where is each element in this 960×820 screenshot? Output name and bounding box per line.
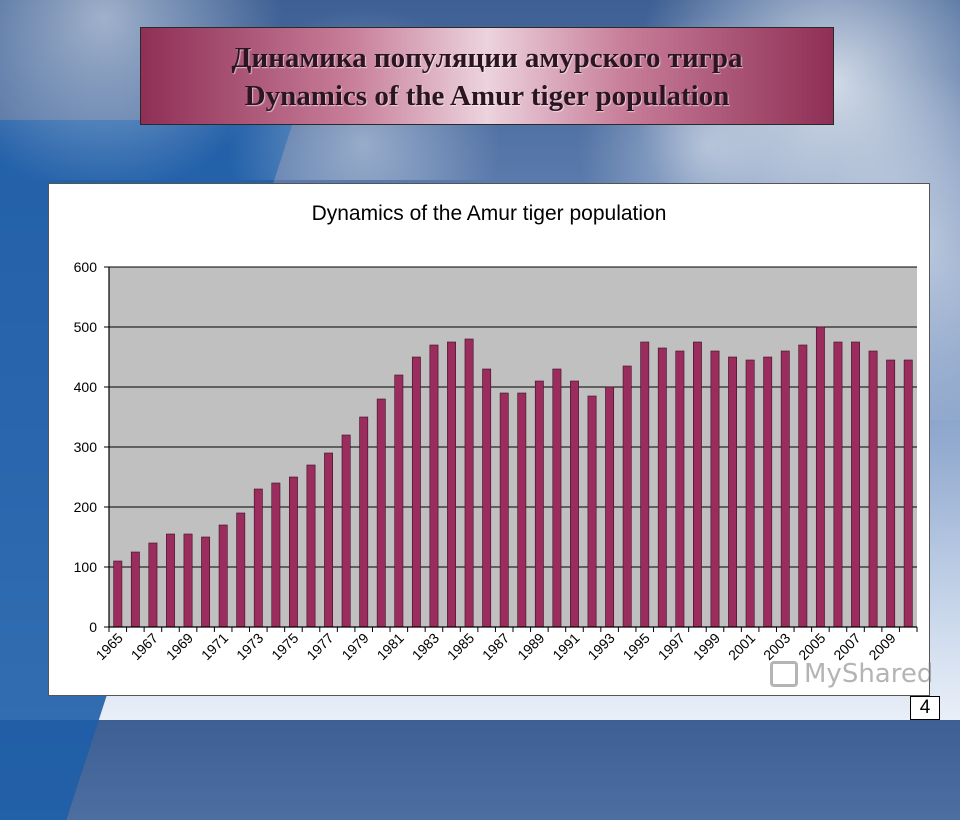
bar-1965 (113, 560, 123, 628)
slide-title-ru: Динамика популяции амурского тигра (231, 42, 743, 74)
chart-grid (109, 266, 917, 628)
x-tick-label: 1967 (128, 630, 161, 663)
x-tick-label: 1997 (655, 630, 688, 663)
chart-title: Dynamics of the Amur tiger population (311, 202, 667, 225)
x-tick-label: 1981 (374, 630, 407, 663)
bar-1976 (306, 464, 316, 628)
bar-1997 (675, 350, 685, 628)
bar-2002 (763, 356, 773, 628)
bar-2000 (728, 356, 737, 628)
bar-1973 (253, 488, 263, 628)
x-tick-label: 1977 (303, 630, 336, 663)
slide-title-box: Динамика популяции амурского тигра Dynam… (140, 27, 834, 125)
bar-2001 (745, 359, 755, 628)
x-tick-label: 1989 (514, 630, 547, 663)
bar-1983 (429, 344, 439, 628)
bar-1978 (341, 434, 351, 628)
bar-1989 (534, 380, 544, 628)
watermark-text: MyShared (804, 659, 934, 689)
watermark: MyShared (770, 658, 933, 690)
bar-1995 (640, 341, 650, 628)
y-tick-label: 600 (74, 259, 98, 275)
bar-2009 (886, 359, 896, 628)
bar-1985 (464, 338, 474, 628)
bar-1984 (447, 341, 456, 628)
page-number: 4 (910, 696, 940, 720)
x-tick-label: 1983 (409, 630, 442, 663)
bar-2004 (798, 344, 808, 628)
bar-1966 (130, 551, 140, 628)
bar-1987 (499, 392, 509, 628)
bar-1971 (218, 524, 228, 628)
bar-1979 (359, 416, 369, 628)
x-tick-label: 1973 (233, 630, 266, 663)
bar-2006 (833, 341, 843, 628)
x-tick-label: 1987 (479, 630, 512, 663)
bar-1981 (394, 374, 404, 628)
bar-1993 (605, 386, 615, 628)
bar-1977 (324, 452, 333, 628)
x-tick-label: 1985 (444, 630, 477, 663)
x-tick-label: 1965 (93, 630, 126, 663)
watermark-logo-icon (770, 661, 798, 687)
bar-2005 (815, 326, 825, 628)
bar-1986 (482, 368, 492, 628)
x-tick-label: 1999 (690, 630, 723, 663)
x-tick-label: 1993 (584, 630, 617, 663)
chart-bars (113, 326, 913, 628)
bar-1991 (570, 380, 579, 628)
bar-1988 (517, 392, 527, 628)
y-tick-label: 400 (74, 379, 98, 395)
x-tick-label: 1969 (163, 630, 196, 663)
bar-1996 (657, 347, 667, 628)
y-tick-label: 100 (74, 559, 98, 575)
x-tick-label: 1979 (338, 630, 371, 663)
x-tick-label: 1995 (620, 630, 653, 663)
bar-1975 (289, 476, 298, 628)
bar-1974 (271, 482, 281, 628)
bar-2003 (780, 350, 790, 628)
bar-2008 (868, 350, 878, 628)
bar-1970 (201, 536, 211, 628)
y-tick-label: 500 (74, 319, 98, 335)
bar-2010 (903, 359, 913, 628)
y-tick-label: 200 (74, 499, 98, 515)
bar-1992 (587, 395, 597, 628)
x-tick-label: 2001 (725, 630, 758, 663)
y-tick-label: 300 (74, 439, 98, 455)
y-tick-label: 0 (89, 619, 97, 635)
x-tick-label: 1975 (268, 630, 301, 663)
bar-1980 (376, 398, 386, 628)
x-tick-label: 1991 (549, 630, 582, 663)
bar-1982 (411, 356, 421, 628)
bar-1967 (148, 542, 158, 628)
x-tick-label: 1971 (198, 630, 231, 663)
bar-1999 (710, 350, 720, 628)
bar-1968 (166, 533, 175, 628)
bar-1990 (552, 368, 562, 628)
bar-2007 (851, 341, 860, 628)
slide-title-en: Dynamics of the Amur tiger population (244, 80, 730, 112)
bar-1994 (622, 365, 632, 628)
bar-1998 (693, 341, 702, 628)
bar-1972 (236, 512, 246, 628)
bar-1969 (183, 533, 193, 628)
